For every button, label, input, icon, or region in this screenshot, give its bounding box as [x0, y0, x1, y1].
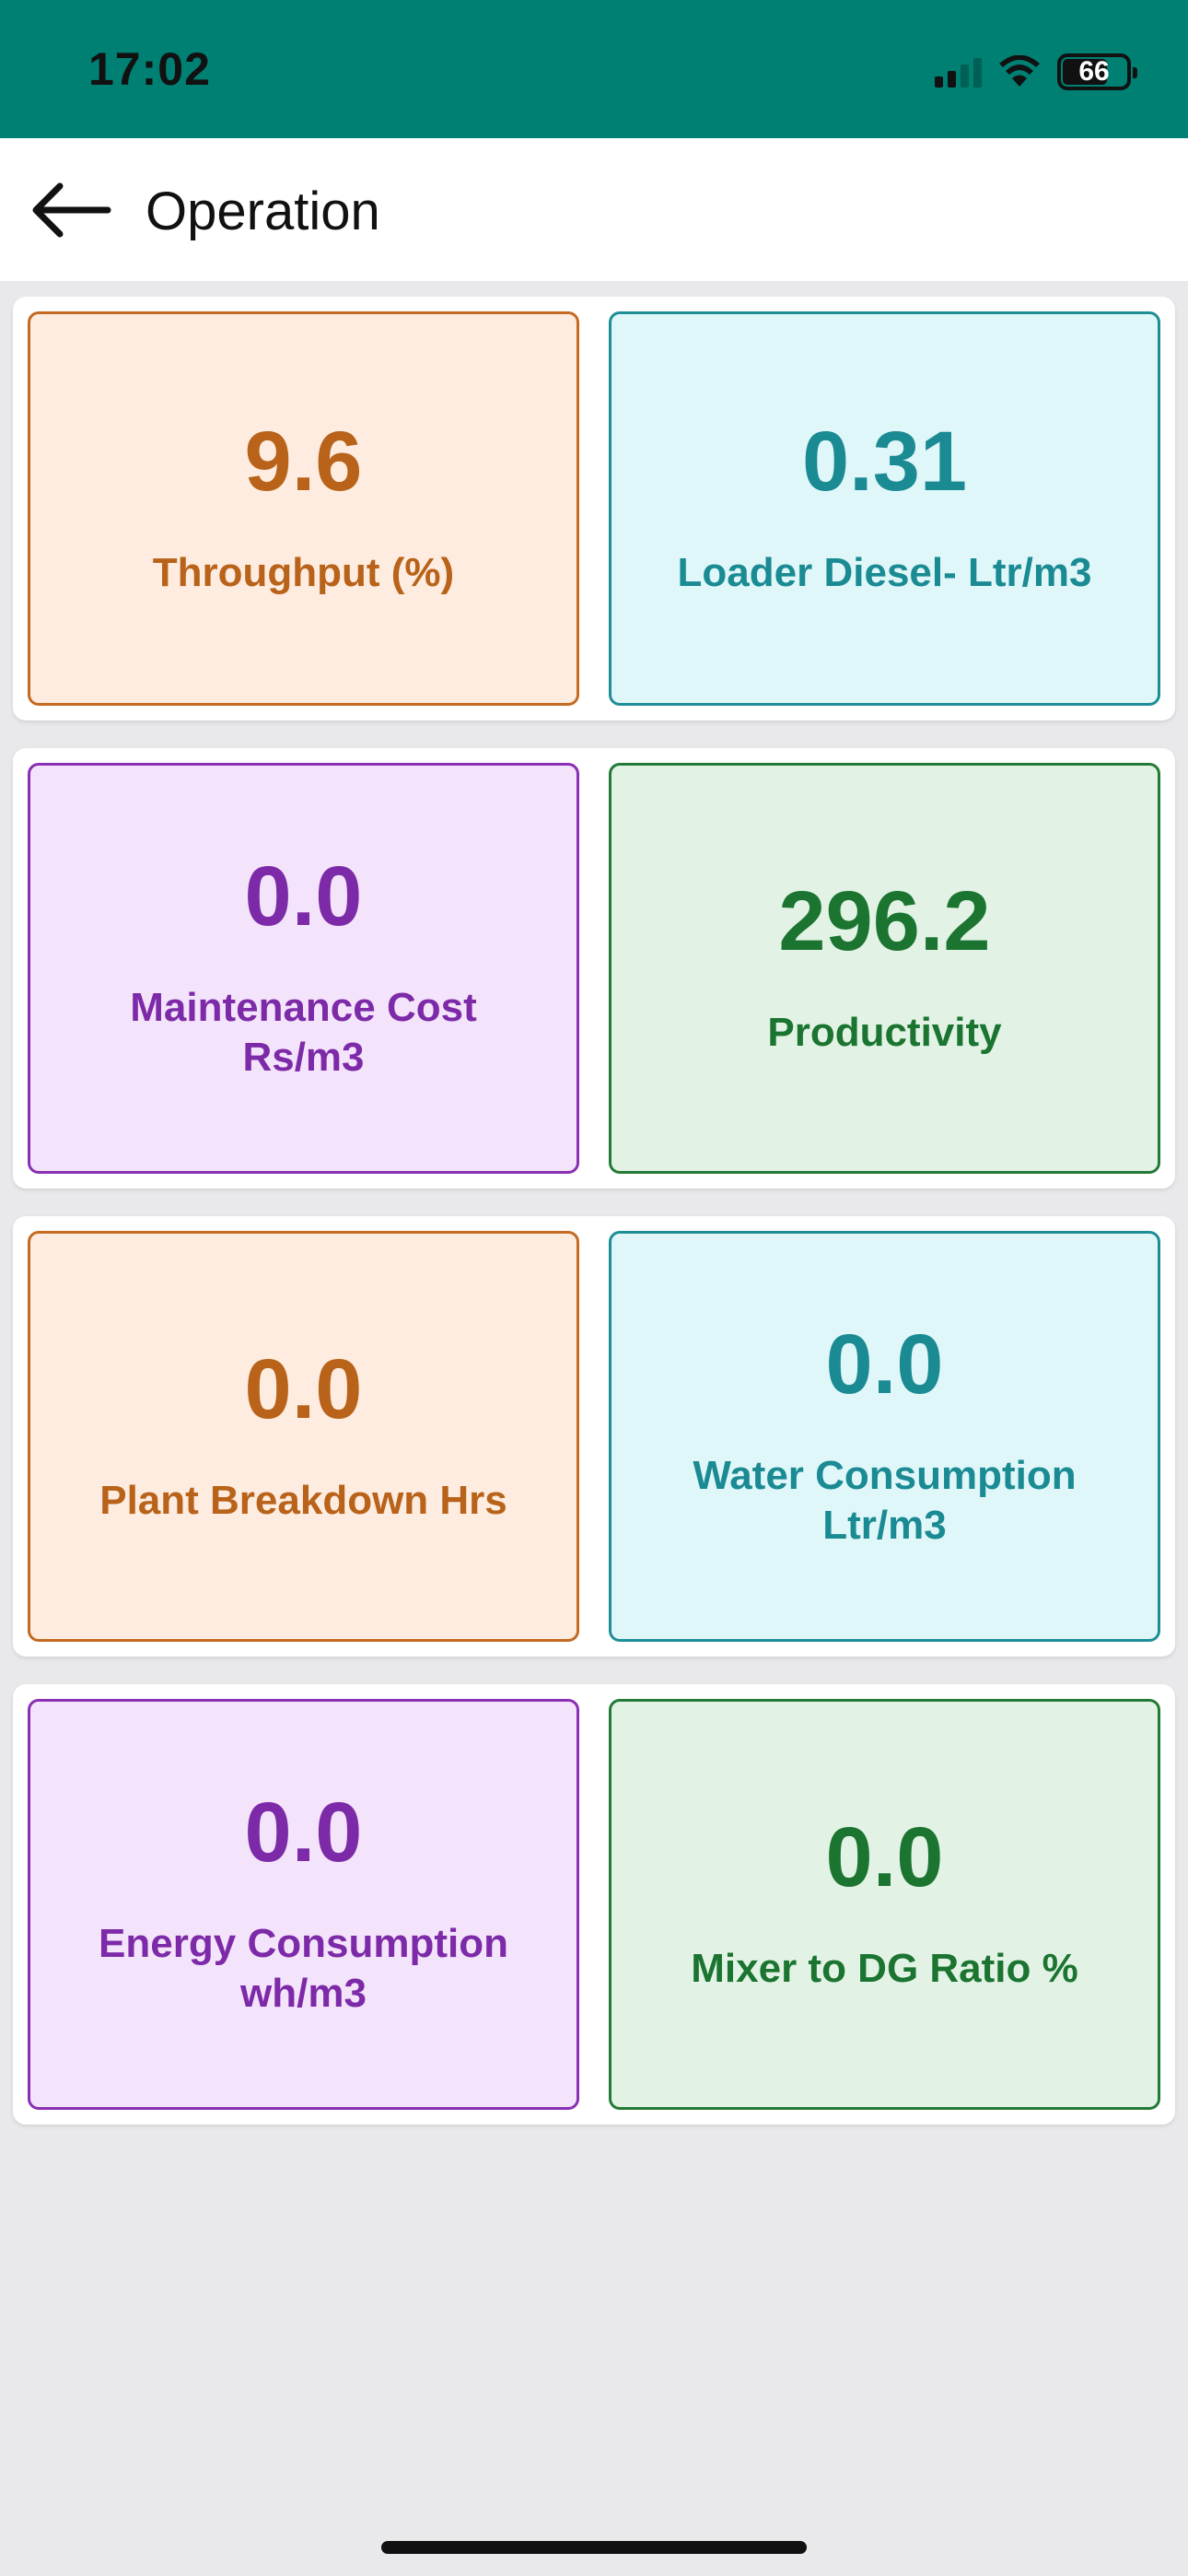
metric-label: Plant Breakdown Hrs — [99, 1478, 507, 1524]
metric-label: Maintenance Cost Rs/m3 — [130, 985, 477, 1080]
metric-tile-plant-breakdown[interactable]: 0.0 Plant Breakdown Hrs — [28, 1231, 579, 1642]
metric-label: Water Consumption Ltr/m3 — [693, 1453, 1077, 1548]
metrics-row: 0.0 Maintenance Cost Rs/m3 296.2 Product… — [13, 748, 1175, 1188]
metric-label: Mixer to DG Ratio % — [691, 1946, 1078, 1992]
battery-level: 66 — [1078, 56, 1110, 87]
metric-tile-throughput[interactable]: 9.6 Throughput (%) — [28, 311, 579, 706]
metrics-row: 0.0 Energy Consumption wh/m3 0.0 Mixer t… — [13, 1684, 1175, 2125]
app-bar: Operation — [0, 138, 1188, 281]
metric-value: 0.0 — [825, 1810, 944, 1905]
home-indicator[interactable] — [381, 2541, 807, 2554]
arrow-left-icon — [32, 182, 111, 238]
status-icons: 66 — [935, 50, 1137, 94]
wifi-icon — [999, 55, 1040, 87]
metric-value: 296.2 — [778, 874, 991, 969]
battery-icon: 66 — [1057, 53, 1137, 90]
metric-label: Loader Diesel- Ltr/m3 — [677, 550, 1092, 596]
metric-tile-loader-diesel[interactable]: 0.31 Loader Diesel- Ltr/m3 — [609, 311, 1160, 706]
metric-tile-mixer-dg-ratio[interactable]: 0.0 Mixer to DG Ratio % — [609, 1699, 1160, 2110]
status-bar: 17:02 66 — [0, 0, 1188, 138]
metric-label: Productivity — [767, 1010, 1002, 1056]
metric-value: 0.31 — [801, 415, 968, 509]
back-button[interactable] — [28, 171, 112, 249]
metrics-row: 0.0 Plant Breakdown Hrs 0.0 Water Consum… — [13, 1216, 1175, 1657]
metric-value: 0.0 — [244, 1342, 363, 1437]
page-title: Operation — [146, 181, 380, 241]
metric-tile-energy-consumption[interactable]: 0.0 Energy Consumption wh/m3 — [28, 1699, 579, 2110]
status-time: 17:02 — [88, 43, 211, 95]
metric-tile-productivity[interactable]: 296.2 Productivity — [609, 763, 1160, 1174]
metrics-list: 9.6 Throughput (%) 0.31 Loader Diesel- L… — [13, 297, 1175, 2152]
metric-value: 0.0 — [825, 1317, 944, 1412]
metric-value: 0.0 — [244, 1786, 363, 1880]
metric-tile-water-consumption[interactable]: 0.0 Water Consumption Ltr/m3 — [609, 1231, 1160, 1642]
metric-tile-maintenance-cost[interactable]: 0.0 Maintenance Cost Rs/m3 — [28, 763, 579, 1174]
cellular-signal-icon — [935, 56, 982, 88]
metric-value: 9.6 — [244, 415, 363, 509]
metric-value: 0.0 — [244, 849, 363, 944]
metrics-row: 9.6 Throughput (%) 0.31 Loader Diesel- L… — [13, 297, 1175, 720]
metric-label: Throughput (%) — [152, 550, 455, 596]
metric-label: Energy Consumption wh/m3 — [99, 1921, 508, 2016]
